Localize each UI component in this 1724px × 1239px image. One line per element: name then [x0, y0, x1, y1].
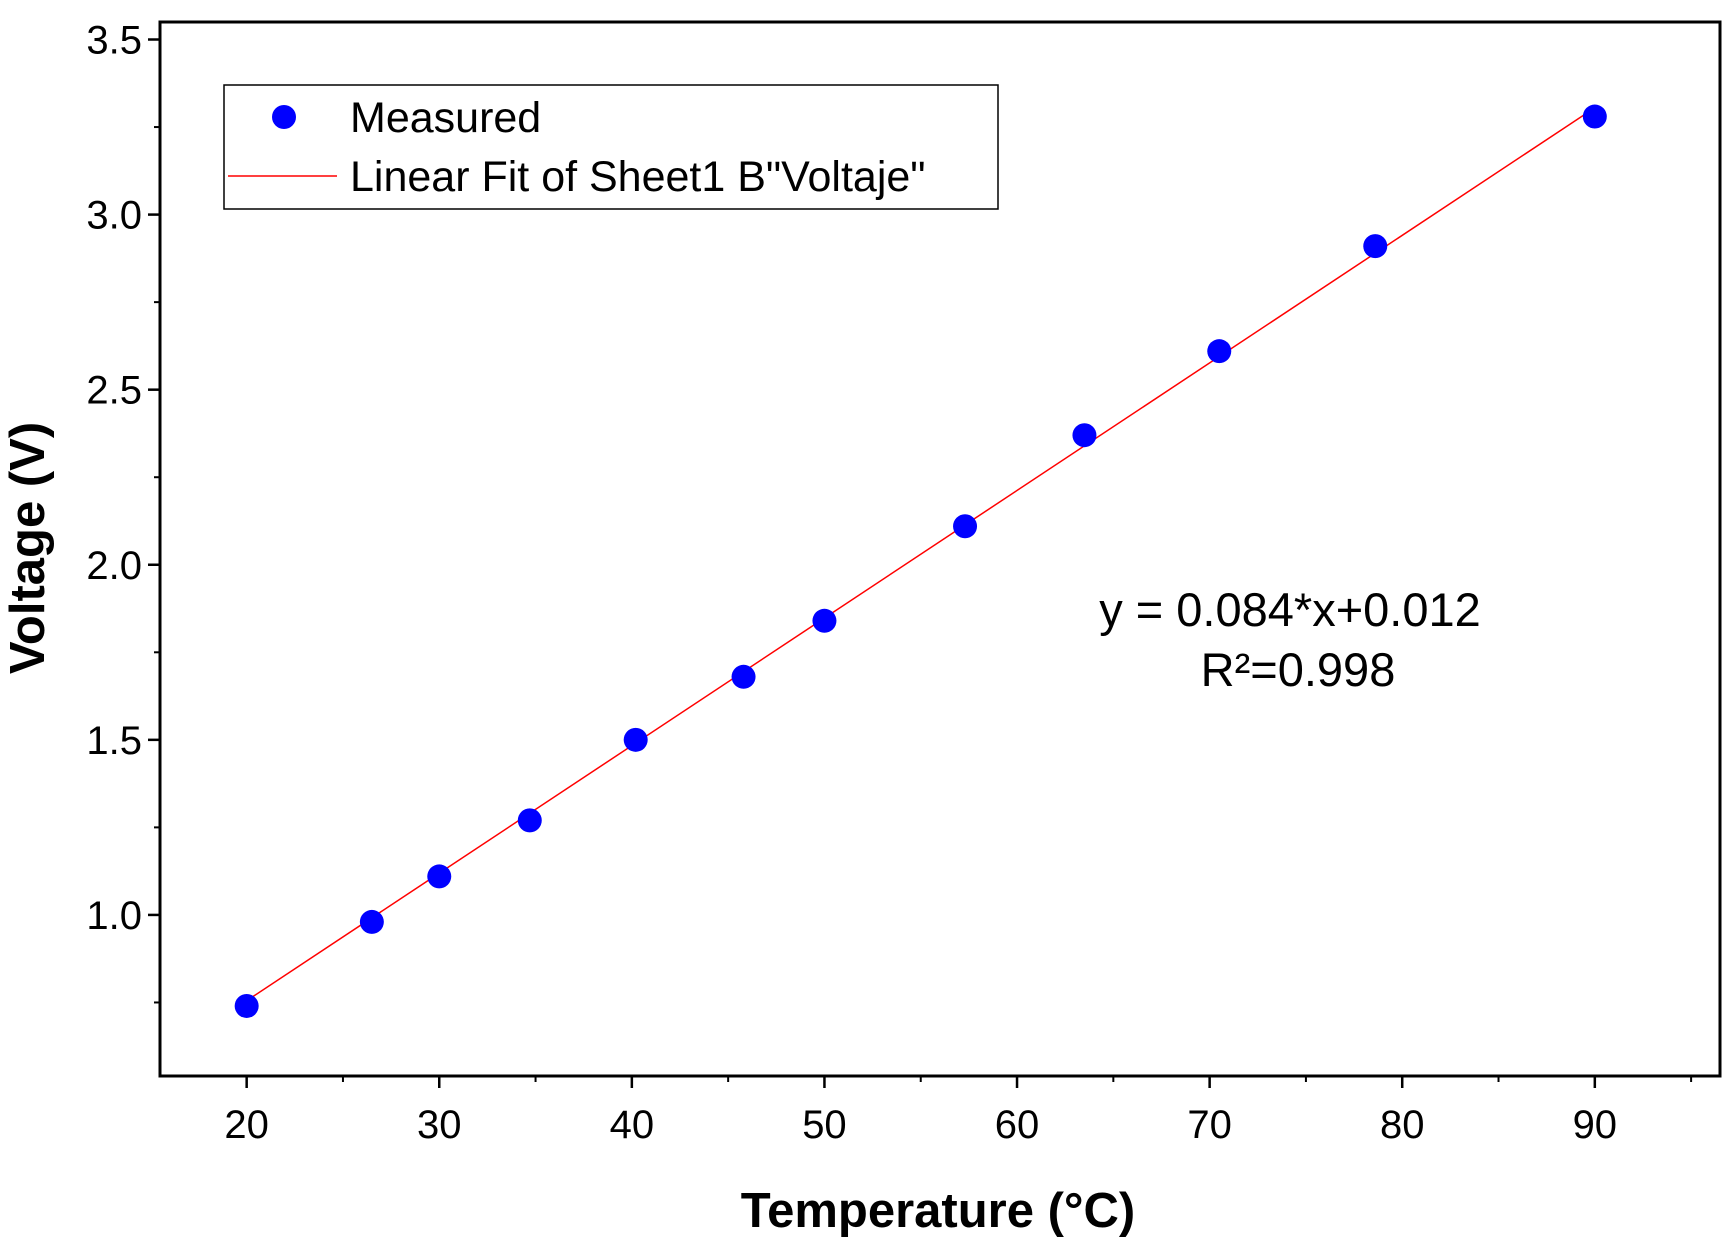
x-tick-label: 90	[1573, 1103, 1618, 1147]
data-point-measured	[1207, 339, 1232, 364]
x-tick-label: 20	[224, 1103, 269, 1147]
x-tick-label: 80	[1380, 1103, 1425, 1147]
y-axis-title: Voltage (V)	[1, 422, 55, 674]
data-points-group	[234, 104, 1607, 1018]
fit-r-squared: R²=0.998	[1201, 643, 1396, 696]
data-point-measured	[731, 664, 756, 689]
data-point-measured	[1072, 423, 1097, 448]
y-tick-label: 1.5	[86, 719, 142, 763]
y-axis-ticks: 1.0 1.5 2.0 2.5 3.0 3.5	[86, 19, 160, 1004]
data-point-measured	[234, 993, 259, 1018]
y-tick-label: 2.0	[86, 544, 142, 588]
x-tick-label: 70	[1187, 1103, 1232, 1147]
x-axis-ticks: 20 30 40 50 60 70 80 90	[224, 1076, 1693, 1147]
y-tick-label: 2.5	[86, 369, 142, 413]
data-point-measured	[359, 909, 384, 934]
data-point-measured	[812, 608, 837, 633]
x-tick-label: 30	[417, 1103, 462, 1147]
legend-label-measured: Measured	[350, 94, 541, 142]
data-point-measured	[623, 727, 648, 752]
x-tick-label: 50	[802, 1103, 847, 1147]
y-tick-label: 3.0	[86, 194, 142, 238]
data-point-measured	[953, 514, 978, 539]
data-point-measured	[517, 808, 542, 833]
x-tick-label: 40	[610, 1103, 655, 1147]
y-tick-label: 3.5	[86, 19, 142, 63]
x-tick-label: 60	[995, 1103, 1040, 1147]
legend-label-fit: Linear Fit of Sheet1 B"Voltaje"	[350, 153, 926, 201]
x-axis-title: Temperature (°C)	[741, 1184, 1135, 1238]
plot-frame	[158, 20, 1722, 1078]
fit-equation: y = 0.084*x+0.012	[1099, 583, 1481, 636]
legend: Measured Linear Fit of Sheet1 B"Voltaje"	[223, 84, 999, 210]
legend-box	[223, 84, 999, 210]
data-point-measured	[1363, 234, 1388, 259]
data-point-measured	[427, 864, 452, 889]
y-tick-label: 1.0	[86, 894, 142, 938]
legend-marker-measured	[272, 105, 296, 129]
data-point-measured	[1582, 104, 1607, 129]
